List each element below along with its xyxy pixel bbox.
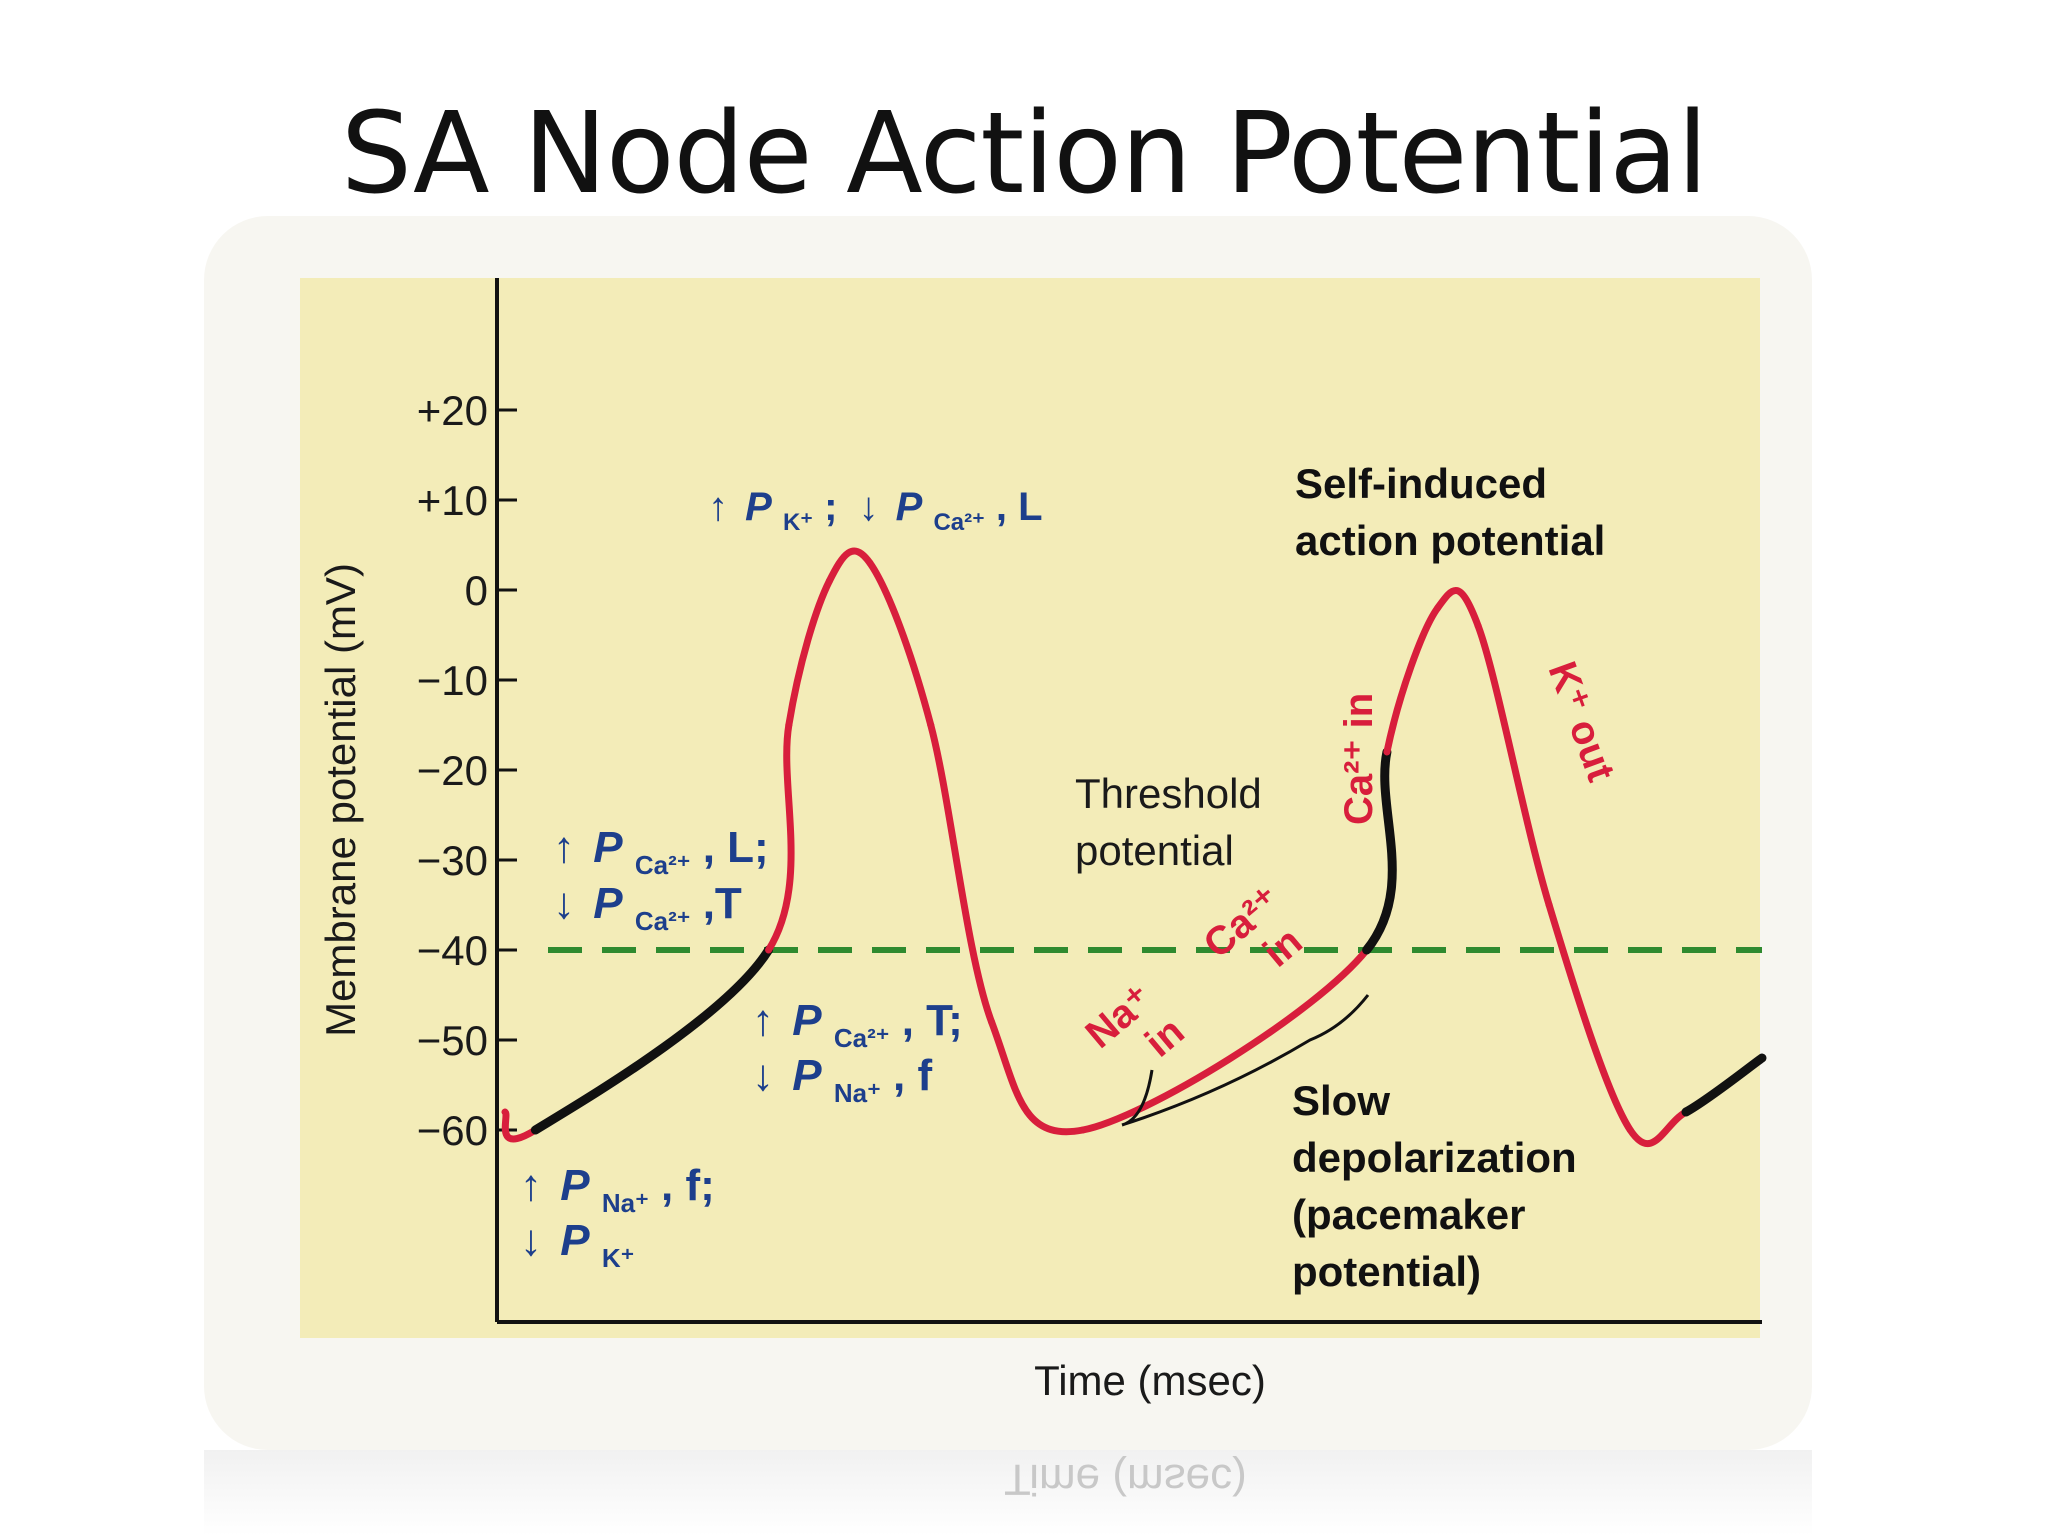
action-potential-trace-segment <box>927 721 996 1026</box>
y-tick-label: 0 <box>465 567 488 614</box>
annotation-pk-up-pca-down: ↑ P K⁺ ; ↓ P Ca²⁺ , L <box>708 485 1043 539</box>
na-in-label: Na⁺ in <box>1078 970 1199 1092</box>
y-tick-label: −10 <box>417 657 488 704</box>
action-potential-trace-segment <box>1474 622 1553 909</box>
slide-title: SA Node Action Potential <box>340 89 1708 219</box>
k-out-vertical-label: K⁺ out <box>1540 656 1624 787</box>
ca-in-diagonal-label: Ca²⁺ in <box>1196 871 1327 1001</box>
arrow-down-icon: ↓ <box>859 485 879 529</box>
slow-depolarization-label: Slow depolarization (pacemaker potential… <box>1292 1077 1588 1295</box>
y-axis-label: Membrane potential (mV) <box>317 563 364 1037</box>
self-induced-label: Self-induced action potential <box>1295 460 1605 564</box>
y-tick-label: −20 <box>417 747 488 794</box>
slide-reflection: Time (msec) <box>204 1450 1812 1536</box>
action-potential-trace-segment <box>825 547 874 585</box>
action-potential-trace-segment <box>1626 1108 1690 1148</box>
ca-in-vertical-label: Ca²⁺ in <box>1337 693 1381 825</box>
slow-depolarization-bracket <box>1121 994 1370 1127</box>
action-potential-trace-segment <box>501 1108 539 1143</box>
plot-panel <box>300 278 1760 1338</box>
action-potential-trace-segment <box>866 559 935 729</box>
annotation-pna-f-up: ↑ P Na⁺ , f; <box>520 1161 715 1222</box>
arrow-down-icon: ↓ <box>520 1216 542 1265</box>
annotation-pca-t-up: ↑ P Ca²⁺ , T; <box>752 996 963 1057</box>
y-tick-label: −30 <box>417 837 488 884</box>
pacemaker-trace-segment <box>1681 1053 1767 1117</box>
x-axis-label: Time (msec) <box>1034 1357 1266 1404</box>
annotation-pna-f-down: ↓ P Na⁺ , f <box>752 1051 932 1112</box>
arrow-up-icon: ↑ <box>553 823 575 872</box>
action-potential-trace-segment <box>1434 587 1482 630</box>
arrow-up-icon: ↑ <box>708 485 728 529</box>
arrow-up-icon: ↑ <box>520 1161 542 1210</box>
threshold-potential-label: Threshold potential <box>1075 770 1273 874</box>
y-tick-label: −50 <box>417 1017 488 1064</box>
annotation-pca-t-down: ↓ P Ca²⁺ ,T <box>553 879 742 940</box>
arrow-down-icon: ↓ <box>752 1051 774 1100</box>
annotation-pk-down: ↓ P K⁺ <box>520 1216 634 1273</box>
y-tick-label: +10 <box>417 477 488 524</box>
action-potential-trace-segment <box>785 577 833 729</box>
reflection-text: Time (msec) <box>1004 1455 1247 1504</box>
action-potential-trace-segment <box>988 1018 1087 1136</box>
action-potential-trace-segment <box>1383 604 1442 756</box>
arrow-down-icon: ↓ <box>553 879 575 928</box>
arrow-up-icon: ↑ <box>752 996 774 1045</box>
action-potential-trace-segment <box>765 721 795 954</box>
y-tick-label: −40 <box>417 927 488 974</box>
y-tick-label: −60 <box>417 1107 488 1154</box>
pacemaker-trace-segment <box>530 945 774 1135</box>
pacemaker-trace-segment <box>1362 747 1397 955</box>
annotation-pca-l-up: ↑ P Ca²⁺ , L; <box>553 823 769 884</box>
action-potential-trace-segment <box>1545 901 1634 1134</box>
action-potential-trace-segment <box>1079 946 1371 1134</box>
y-tick-label: +20 <box>417 387 488 434</box>
